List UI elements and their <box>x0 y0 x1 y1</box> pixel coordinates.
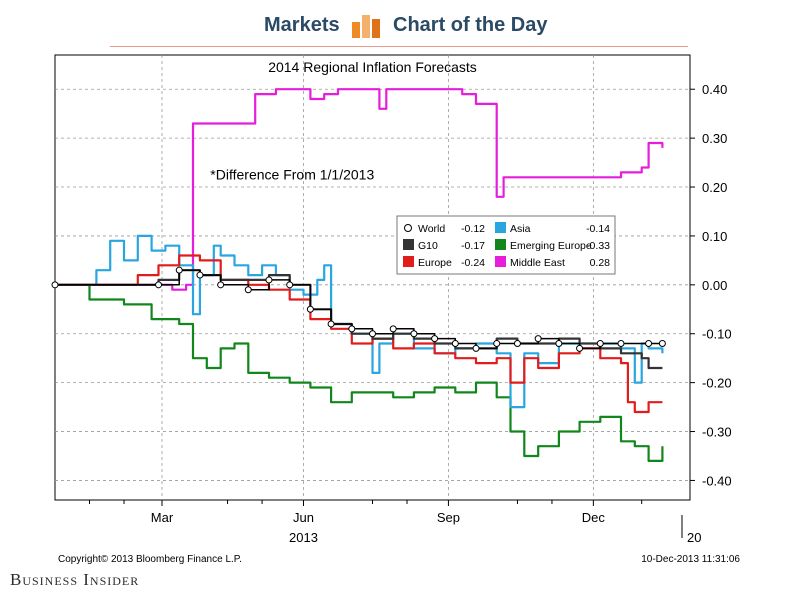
series-point-world <box>244 286 252 294</box>
legend-label: G10 <box>418 240 438 252</box>
y-tick-label: -0.40 <box>702 473 732 488</box>
series-point-world <box>217 281 225 289</box>
series-point-world <box>306 305 314 313</box>
series-point-world <box>645 340 653 348</box>
y-tick-label: 0.10 <box>702 229 727 244</box>
series-point-world <box>327 320 335 328</box>
series-point-world <box>51 281 59 289</box>
y-tick-label: -0.20 <box>702 376 732 391</box>
page-header: Markets Chart of the Day <box>0 0 799 47</box>
y-tick-label: -0.10 <box>702 327 732 342</box>
header-divider <box>110 46 688 47</box>
y-tick-label: 0.40 <box>702 82 727 97</box>
timestamp: 10-Dec-2013 11:31:06 <box>641 554 740 565</box>
legend-value: -0.33 <box>586 240 610 252</box>
legend-value: -0.14 <box>586 223 610 235</box>
x-tick-label: Sep <box>437 510 460 525</box>
series-point-world <box>369 330 376 338</box>
x-tick-label: Jun <box>293 510 314 525</box>
series-point-world <box>555 340 563 348</box>
series-point-world <box>513 340 521 348</box>
y-tick-label: 0.20 <box>702 180 727 195</box>
chart-annotation: *Difference From 1/1/2013 <box>210 167 374 183</box>
series-point-world <box>472 344 480 352</box>
series-point-world <box>576 344 584 352</box>
chart-title: 2014 Regional Inflation Forecasts <box>268 59 477 75</box>
legend-swatch <box>404 224 412 232</box>
legend-value: -0.24 <box>461 257 485 269</box>
legend-swatch <box>495 222 506 233</box>
series-point-world <box>410 330 418 338</box>
series-point-world <box>534 335 542 343</box>
series-point-world <box>348 325 356 333</box>
plot-area <box>54 54 691 501</box>
x-tick-label: Dec <box>582 510 606 525</box>
series-point-world <box>658 340 666 348</box>
legend-label: Middle East <box>510 257 565 269</box>
x-year-label: 2013 <box>289 530 318 545</box>
legend-label: Asia <box>510 223 531 235</box>
legend-value: -0.17 <box>461 240 485 252</box>
bar-chart-icon <box>352 15 380 38</box>
series-point-world <box>286 281 294 289</box>
legend-label: World <box>418 223 445 235</box>
header-chart-of-the-day: Chart of the Day <box>393 14 548 36</box>
legend-swatch <box>403 256 414 267</box>
series-point-world <box>389 325 397 333</box>
y-tick-label: -0.30 <box>702 425 732 440</box>
series-point-world <box>196 271 204 279</box>
legend-swatch <box>495 256 506 267</box>
y-tick-label: 0.00 <box>702 278 727 293</box>
brand-footer: Business Insider <box>10 570 140 589</box>
y-tick-label: 0.30 <box>702 131 727 146</box>
series-point-world <box>155 281 163 289</box>
series-point-world <box>175 266 183 274</box>
series-point-world <box>431 335 439 343</box>
source-credit: Copyright© 2013 Bloomberg Finance L.P. <box>58 554 242 565</box>
series-point-world <box>493 340 501 348</box>
series-point-world <box>596 340 604 348</box>
legend-value: 0.28 <box>590 257 611 269</box>
header-markets-label: Markets <box>264 14 340 36</box>
legend-label: Emerging Europe <box>510 240 592 252</box>
legend-swatch <box>403 239 414 250</box>
series-point-world <box>451 340 459 348</box>
series-line-europe <box>55 254 663 414</box>
x-next-year-label: 20 <box>687 530 701 545</box>
x-tick-label: Mar <box>151 510 174 525</box>
series-point-world <box>265 276 273 284</box>
series-point-world <box>617 340 625 348</box>
legend-value: -0.12 <box>461 223 485 235</box>
series-line-middle-east <box>55 88 664 291</box>
legend-label: Europe <box>418 257 452 269</box>
legend-swatch <box>495 239 506 250</box>
series-line-emerging-europe <box>55 283 664 462</box>
